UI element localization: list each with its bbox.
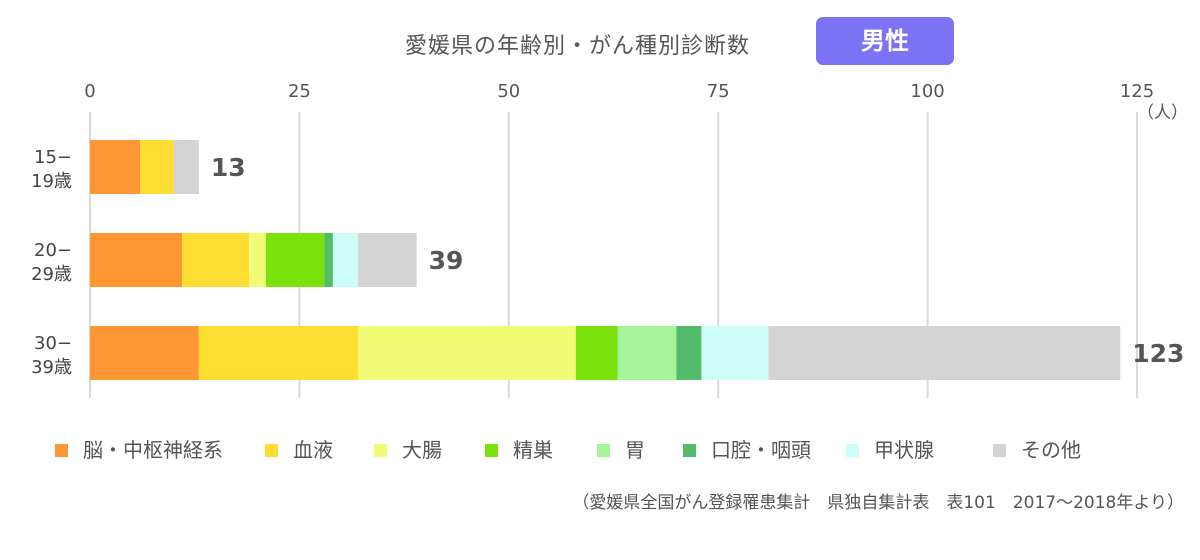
legend-swatch bbox=[55, 444, 68, 457]
legend-label: 口腔・咽頭 bbox=[711, 438, 811, 462]
legend-swatch bbox=[597, 444, 610, 457]
bar-segment bbox=[324, 233, 333, 287]
bar-segment bbox=[701, 326, 769, 380]
legend-label: 血液 bbox=[293, 438, 333, 462]
x-tick-label: 75 bbox=[707, 81, 730, 102]
bar-segment bbox=[140, 140, 174, 194]
bar-segment bbox=[173, 140, 199, 194]
category-label: 29歳 bbox=[31, 264, 72, 285]
legend-label: 甲状腺 bbox=[874, 438, 934, 462]
bar-segment bbox=[617, 326, 677, 380]
legend-swatch bbox=[485, 444, 498, 457]
chart-legend: 脳・中枢神経系 血液 大腸 精巣 胃 口腔・咽頭 甲状腺 その他 bbox=[55, 436, 1155, 466]
bar-segment bbox=[358, 233, 417, 287]
legend-label: 脳・中枢神経系 bbox=[83, 438, 223, 462]
legend-swatch bbox=[374, 444, 387, 457]
chart-title: 愛媛県の年齢別・がん種別診断数 bbox=[405, 34, 751, 59]
bar-segment bbox=[182, 233, 250, 287]
bar-segment bbox=[358, 326, 576, 380]
bar-segment bbox=[90, 140, 141, 194]
legend-swatch bbox=[993, 444, 1006, 457]
x-tick-label: 50 bbox=[497, 81, 520, 102]
legend-swatch bbox=[846, 444, 859, 457]
legend-label: 精巣 bbox=[513, 438, 553, 462]
bar-segment bbox=[332, 233, 359, 287]
bar-segment bbox=[249, 233, 266, 287]
bar-segment bbox=[768, 326, 1121, 380]
category-label: 30− bbox=[34, 333, 72, 354]
bar-segment bbox=[575, 326, 618, 380]
category-label: 20− bbox=[34, 240, 72, 261]
bar-chart: 0 25 50 75 100 125（人） 15− 19歳 13 20− 29歳 39 30− 39歳 12… bbox=[31, 81, 1188, 398]
source-note: （愛媛県全国がん登録罹患集計 県独自集計表 表101 2017〜2018年より） bbox=[572, 493, 1184, 513]
total-label: 123 bbox=[1132, 339, 1184, 368]
legend-label: 大腸 bbox=[402, 438, 442, 462]
legend-swatch bbox=[265, 444, 278, 457]
legend-label: 胃 bbox=[625, 438, 645, 462]
bar-segment bbox=[90, 326, 199, 380]
bar-segment bbox=[198, 326, 359, 380]
bar-segment bbox=[90, 233, 183, 287]
category-label: 39歳 bbox=[31, 357, 72, 378]
legend-label: その他 bbox=[1021, 438, 1081, 462]
gender-badge: 男性 bbox=[816, 17, 954, 65]
x-tick-label: 100 bbox=[910, 81, 944, 102]
total-label: 13 bbox=[211, 153, 246, 182]
bar-segment bbox=[265, 233, 325, 287]
legend-swatch bbox=[683, 444, 696, 457]
category-label: 19歳 bbox=[31, 171, 72, 192]
x-tick-label: 0 bbox=[84, 81, 95, 102]
axis-unit-label: （人） bbox=[1137, 103, 1188, 123]
category-label: 15− bbox=[34, 147, 72, 168]
x-tick-label: 125 bbox=[1120, 81, 1154, 102]
x-tick-label: 25 bbox=[288, 81, 311, 102]
bar-segment bbox=[676, 326, 702, 380]
total-label: 39 bbox=[429, 246, 464, 275]
